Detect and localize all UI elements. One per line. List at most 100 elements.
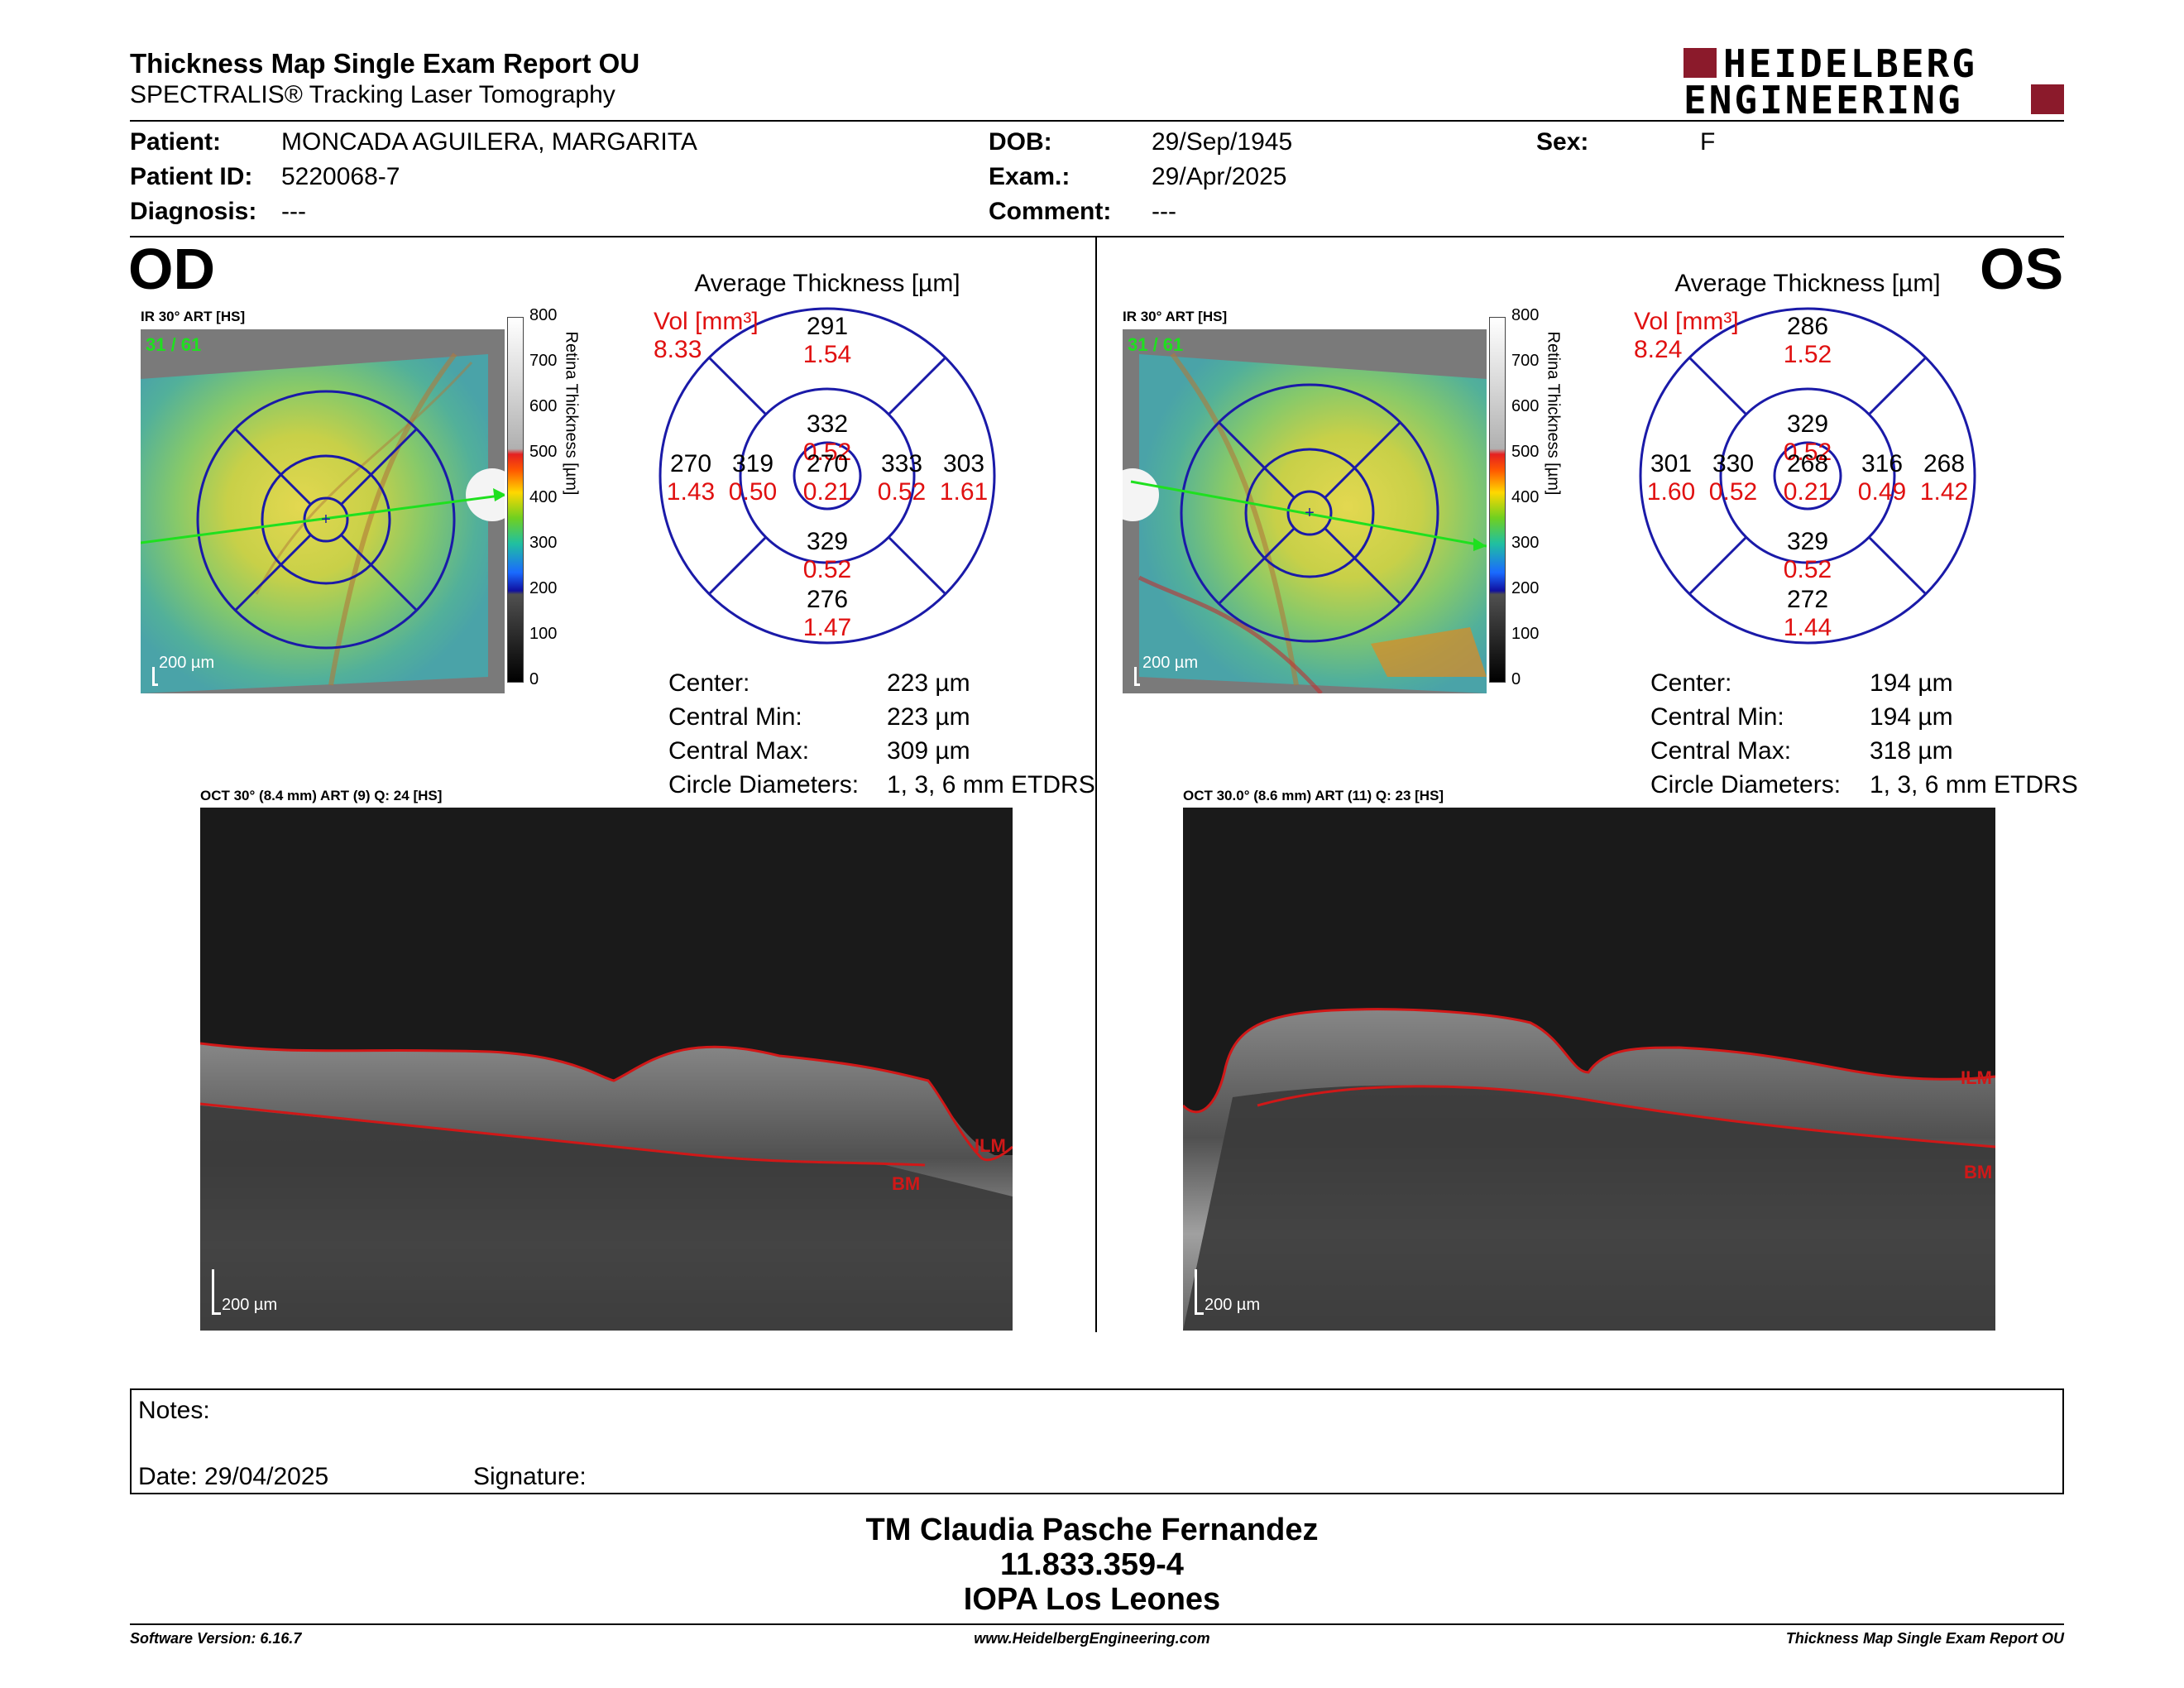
od-etdrs-grid bbox=[659, 307, 996, 645]
os-cb-tick-200: 200 bbox=[1511, 579, 1540, 597]
os-inner-right-vol: 0.49 bbox=[1857, 478, 1907, 506]
sex-label: Sex: bbox=[1536, 128, 1589, 156]
logo-block-top bbox=[1684, 48, 1717, 78]
exam-label: Exam.: bbox=[989, 163, 1070, 190]
footer-website[interactable]: www.HeidelbergEngineering.com bbox=[974, 1630, 1210, 1647]
footer-divider bbox=[130, 1623, 2064, 1625]
od-oct-scale-bar bbox=[212, 1269, 221, 1315]
os-total-vol: 8.24 bbox=[1634, 336, 1683, 363]
od-cb-tick-200: 200 bbox=[529, 579, 558, 597]
od-fundus-svg: + bbox=[140, 329, 519, 693]
os-oct-scale-label: 200 µm bbox=[1205, 1296, 1261, 1314]
header-divider bbox=[130, 120, 2064, 122]
os-outer-right: 268 bbox=[1923, 450, 1966, 477]
od-oct-svg bbox=[199, 808, 1013, 1331]
od-vol-label: Vol [mm³] bbox=[654, 308, 759, 335]
os-center-label: Center: bbox=[1650, 669, 1732, 697]
od-colorbar-title: Retina Thickness [µm] bbox=[562, 331, 581, 496]
os-cmin-label: Central Min: bbox=[1650, 703, 1784, 731]
od-ir-label: IR 30° ART [HS] bbox=[141, 309, 246, 324]
od-inner-inf: 329 bbox=[806, 528, 849, 555]
os-cmax-label: Central Max: bbox=[1650, 737, 1792, 765]
report-subtitle: SPECTRALIS® Tracking Laser Tomography bbox=[130, 81, 615, 108]
os-cb-tick-100: 100 bbox=[1511, 625, 1540, 643]
os-cmin-value: 194 µm bbox=[1870, 703, 1953, 731]
footer-report-name: Thickness Map Single Exam Report OU bbox=[1785, 1630, 2064, 1647]
signoff-institution: IOPA Los Leones bbox=[963, 1582, 1221, 1617]
od-inner-left-vol: 0.50 bbox=[728, 478, 778, 506]
od-oct-scale-label: 200 µm bbox=[222, 1296, 278, 1314]
od-cb-tick-600: 600 bbox=[529, 397, 558, 415]
od-cb-tick-700: 700 bbox=[529, 352, 558, 370]
os-outer-inf: 272 bbox=[1786, 586, 1829, 613]
heidelberg-logo: HEIDELBERG ENGINEERING bbox=[1684, 41, 2064, 122]
od-cb-tick-300: 300 bbox=[529, 534, 558, 552]
os-ilm-label: ILM bbox=[1961, 1067, 1992, 1088]
os-center-value: 194 µm bbox=[1870, 669, 1953, 697]
center-divider bbox=[1095, 236, 1097, 1332]
od-cmax-label: Central Max: bbox=[668, 737, 810, 765]
os-inner-inf: 329 bbox=[1786, 528, 1829, 555]
notes-signature: Signature: bbox=[473, 1463, 587, 1490]
os-frame-counter: 31 / 61 bbox=[1128, 334, 1184, 355]
patient-id: 5220068-7 bbox=[281, 163, 400, 190]
od-outer-right: 303 bbox=[942, 450, 985, 477]
os-cmax-value: 318 µm bbox=[1870, 737, 1953, 765]
od-center: 270 bbox=[806, 450, 849, 477]
od-inner-sup: 332 bbox=[806, 410, 849, 438]
od-oct-bscan: ILM BM 200 µm bbox=[199, 808, 1013, 1331]
od-center-label: Center: bbox=[668, 669, 750, 697]
dob-label: DOB: bbox=[989, 128, 1052, 156]
os-cb-tick-400: 400 bbox=[1511, 488, 1540, 506]
os-cb-tick-800: 800 bbox=[1511, 306, 1540, 324]
os-etdrs-grid bbox=[1639, 307, 1976, 645]
svg-text:+: + bbox=[1305, 504, 1315, 522]
os-sector-values: 286 1.52 329 0.52 301 1.60 330 0.52 268 … bbox=[1638, 306, 1977, 645]
od-eye-label: OD bbox=[128, 237, 215, 301]
diagnosis-label: Diagnosis: bbox=[130, 198, 257, 225]
od-cmin-value: 223 µm bbox=[887, 703, 970, 731]
comment-value: --- bbox=[1152, 198, 1176, 225]
os-outer-sup: 286 bbox=[1786, 313, 1829, 340]
od-outer-right-vol: 1.61 bbox=[939, 478, 989, 506]
os-ir-scale-bar bbox=[1134, 667, 1140, 686]
od-total-vol: 8.33 bbox=[654, 336, 702, 363]
od-inner-right: 333 bbox=[880, 450, 923, 477]
signoff-name: TM Claudia Pasche Fernandez bbox=[865, 1513, 1319, 1547]
os-cb-tick-0: 0 bbox=[1511, 670, 1521, 688]
os-inner-right: 316 bbox=[1861, 450, 1904, 477]
os-ir-scale-label: 200 µm bbox=[1142, 654, 1199, 672]
diagnosis-value: --- bbox=[281, 198, 306, 225]
od-inner-right-vol: 0.52 bbox=[877, 478, 927, 506]
od-outer-sup-vol: 1.54 bbox=[802, 341, 852, 368]
od-avg-thickness-title: Average Thickness [µm] bbox=[694, 270, 960, 297]
od-center-value: 223 µm bbox=[887, 669, 970, 697]
od-outer-inf-vol: 1.47 bbox=[802, 614, 852, 641]
od-cmax-value: 309 µm bbox=[887, 737, 970, 765]
od-cb-tick-500: 500 bbox=[529, 443, 558, 461]
notes-box[interactable]: Notes: Date: 29/04/2025 Signature: bbox=[130, 1388, 2064, 1494]
footer-software: Software Version: 6.16.7 bbox=[130, 1630, 302, 1647]
os-center: 268 bbox=[1786, 450, 1829, 477]
os-oct-label: OCT 30.0° (8.6 mm) ART (11) Q: 23 [HS] bbox=[1183, 788, 1444, 803]
os-bm-label: BM bbox=[1964, 1162, 1993, 1182]
od-sector-values: 291 1.54 332 0.52 270 1.43 319 0.50 270 … bbox=[658, 306, 997, 645]
os-diam-label: Circle Diameters: bbox=[1650, 771, 1842, 798]
os-vol-label: Vol [mm³] bbox=[1634, 308, 1739, 335]
os-fundus-svg: + bbox=[1106, 329, 1487, 695]
od-diam-label: Circle Diameters: bbox=[668, 771, 860, 798]
os-outer-left-vol: 1.60 bbox=[1646, 478, 1696, 506]
od-inner-inf-vol: 0.52 bbox=[802, 556, 852, 583]
os-cb-tick-600: 600 bbox=[1511, 397, 1540, 415]
os-inner-sup-vol: 0.52 bbox=[1783, 439, 1832, 466]
os-diam-value: 1, 3, 6 mm ETDRS bbox=[1870, 771, 2078, 798]
os-oct-bscan: ILM BM 200 µm bbox=[1181, 808, 1996, 1331]
patient-name: MONCADA AGUILERA, MARGARITA bbox=[281, 128, 697, 156]
os-cb-tick-500: 500 bbox=[1511, 443, 1540, 461]
notes-date: Date: 29/04/2025 bbox=[138, 1463, 329, 1490]
od-outer-inf: 276 bbox=[806, 586, 849, 613]
od-diam-value: 1, 3, 6 mm ETDRS bbox=[887, 771, 1095, 798]
os-outer-inf-vol: 1.44 bbox=[1783, 614, 1832, 641]
os-colorbar-title: Retina Thickness [µm] bbox=[1544, 331, 1563, 496]
os-outer-sup-vol: 1.52 bbox=[1783, 341, 1832, 368]
